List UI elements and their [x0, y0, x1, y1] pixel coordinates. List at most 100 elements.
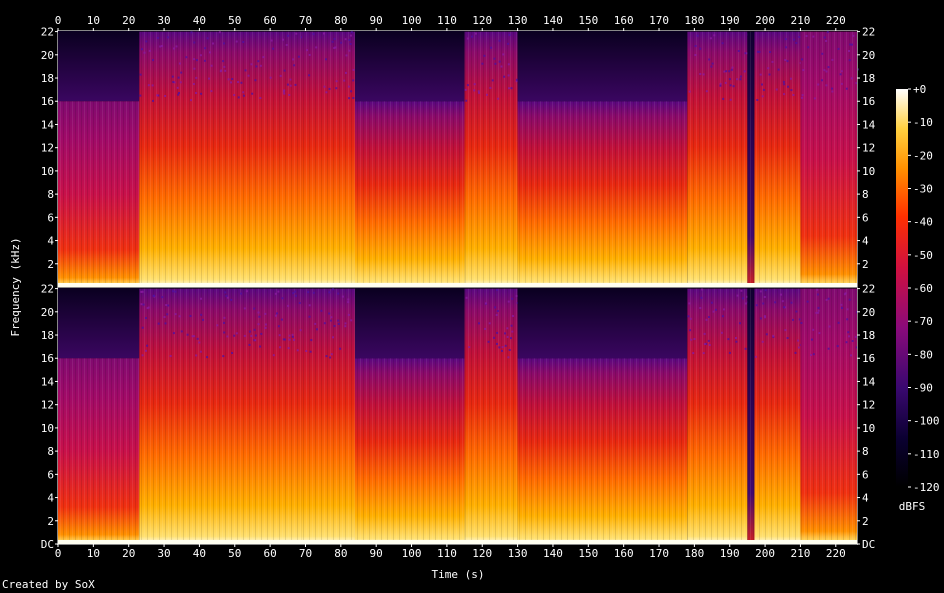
colorbar-tick-label: -60: [913, 282, 933, 295]
speckle: [754, 355, 757, 358]
speckle: [196, 337, 199, 340]
speckle: [347, 85, 350, 88]
speckle: [849, 43, 852, 46]
y-tick-top-channel-left: 8: [47, 188, 54, 201]
speckle: [719, 82, 722, 85]
speckle: [817, 311, 820, 314]
speckle: [186, 333, 189, 336]
speckle: [494, 62, 497, 65]
speckle: [790, 301, 793, 304]
speckle: [731, 66, 734, 69]
speckle: [352, 68, 355, 71]
x-tick-label-bottom: 90: [370, 547, 383, 560]
speckle: [493, 336, 496, 339]
speckle: [744, 302, 747, 305]
speckle: [291, 335, 294, 338]
speckle: [736, 78, 739, 81]
segment-2-texture: [301, 31, 355, 287]
speckle: [177, 93, 180, 96]
speckle: [198, 341, 201, 344]
speckle: [293, 64, 296, 67]
speckle: [245, 290, 248, 293]
speckle: [825, 70, 828, 73]
speckle: [218, 31, 221, 34]
y-tick-bottom-channel-right: 8: [862, 445, 869, 458]
speckle: [498, 39, 501, 42]
speckle: [347, 313, 350, 316]
speckle: [235, 332, 238, 335]
colorbar-tick-label: +0: [913, 83, 926, 96]
speckle: [333, 47, 336, 49]
speckle: [510, 87, 513, 90]
y-tick-top-channel-right: 6: [862, 211, 869, 224]
speckle: [259, 64, 262, 67]
segment-9-texture: [800, 31, 857, 287]
speckle: [735, 337, 737, 339]
speckle: [840, 82, 843, 85]
speckle: [157, 322, 160, 325]
speckle: [191, 335, 194, 338]
speckle: [759, 290, 762, 293]
speckle: [801, 58, 804, 61]
speckle: [705, 342, 708, 345]
colorbar: [896, 89, 908, 487]
speckle: [226, 335, 229, 338]
speckle: [308, 53, 311, 56]
speckle: [230, 81, 232, 84]
x-tick-label-bottom: 100: [402, 547, 422, 560]
speckle: [508, 87, 510, 90]
speckle: [195, 76, 198, 79]
speckle: [805, 35, 808, 37]
speckle: [237, 96, 240, 99]
speckle: [269, 76, 272, 79]
speckle: [171, 75, 174, 78]
channel-1: [57, 30, 859, 288]
speckle: [692, 352, 695, 355]
speckle: [709, 37, 712, 40]
x-tick-label-bottom: 20: [122, 547, 135, 560]
speckle: [329, 319, 332, 322]
speckle: [780, 293, 782, 296]
speckle: [225, 295, 228, 297]
speckle: [708, 316, 710, 318]
speckle: [723, 308, 725, 311]
speckle: [825, 298, 828, 301]
speckle: [141, 326, 144, 329]
speckle: [330, 353, 333, 356]
speckle: [508, 349, 511, 351]
speckle: [156, 36, 159, 39]
x-tick-label-top: 20: [122, 14, 135, 27]
y-tick-top-channel-left: 22: [41, 26, 54, 39]
speckle: [316, 328, 318, 331]
y-tick-top-channel-left: 4: [47, 235, 54, 248]
speckle: [798, 36, 801, 38]
speckle: [465, 296, 468, 299]
speckle: [176, 86, 179, 89]
speckle: [152, 99, 154, 102]
speckle: [511, 330, 514, 333]
speckle: [687, 315, 690, 318]
speckle: [164, 322, 167, 325]
speckle: [250, 63, 253, 66]
speckle: [139, 73, 142, 76]
speckle: [178, 62, 181, 65]
colorbar-tick-label: -20: [913, 149, 933, 162]
speckle: [141, 290, 144, 293]
speckle: [848, 50, 850, 52]
speckle: [845, 341, 848, 344]
speckle: [708, 344, 711, 346]
speckle: [756, 99, 759, 101]
speckle: [769, 51, 772, 53]
speckle: [516, 78, 518, 81]
speckle: [230, 298, 233, 301]
speckle: [693, 338, 696, 340]
speckle: [231, 78, 234, 80]
speckle: [224, 69, 227, 72]
speckle: [511, 315, 514, 317]
speckle: [189, 315, 192, 317]
speckle: [344, 322, 347, 325]
speckle: [208, 77, 210, 80]
speckle: [141, 48, 143, 51]
speckle: [283, 89, 286, 92]
segment-3-texture: [354, 101, 465, 288]
